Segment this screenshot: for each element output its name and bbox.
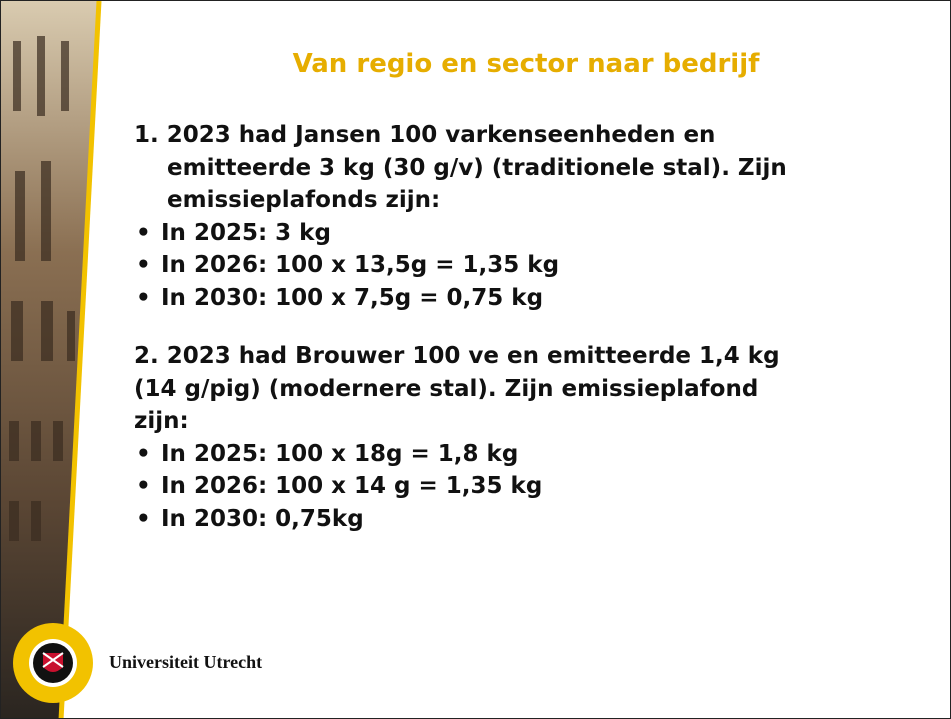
item-text: (14 g/pig) (modernere stal). Zijn emissi…	[134, 373, 787, 406]
bullet-point: In 2030: 100 x 7,5g = 0,75 kg	[134, 282, 787, 315]
item-text: zijn:	[134, 405, 787, 438]
content: 1. 2023 had Jansen 100 varkenseenheden e…	[134, 119, 787, 561]
bullet-point: In 2030: 0,75kg	[134, 503, 787, 536]
item-text: 1. 2023 had Jansen 100 varkenseenheden e…	[134, 119, 787, 152]
logo	[13, 623, 93, 703]
item-text: emissieplafonds zijn:	[134, 184, 787, 217]
slide-title: Van regio en sector naar bedrijf	[101, 49, 951, 79]
bullet-point: In 2026: 100 x 13,5g = 1,35 kg	[134, 249, 787, 282]
logo-text: Universiteit Utrecht	[109, 652, 262, 673]
list-item: 1. 2023 had Jansen 100 varkenseenheden e…	[134, 119, 787, 314]
bullet-point: In 2025: 100 x 18g = 1,8 kg	[134, 438, 787, 471]
slide: Van regio en sector naar bedrijf 1. 2023…	[0, 0, 951, 719]
bullet-point: In 2025: 3 kg	[134, 217, 787, 250]
item-text: 2. 2023 had Brouwer 100 ve en emitteerde…	[134, 340, 787, 373]
list-item: 2. 2023 had Brouwer 100 ve en emitteerde…	[134, 340, 787, 535]
item-text: emitteerde 3 kg (30 g/v) (traditionele s…	[134, 152, 787, 185]
bullet-point: In 2026: 100 x 14 g = 1,35 kg	[134, 470, 787, 503]
side-image	[1, 1, 131, 719]
